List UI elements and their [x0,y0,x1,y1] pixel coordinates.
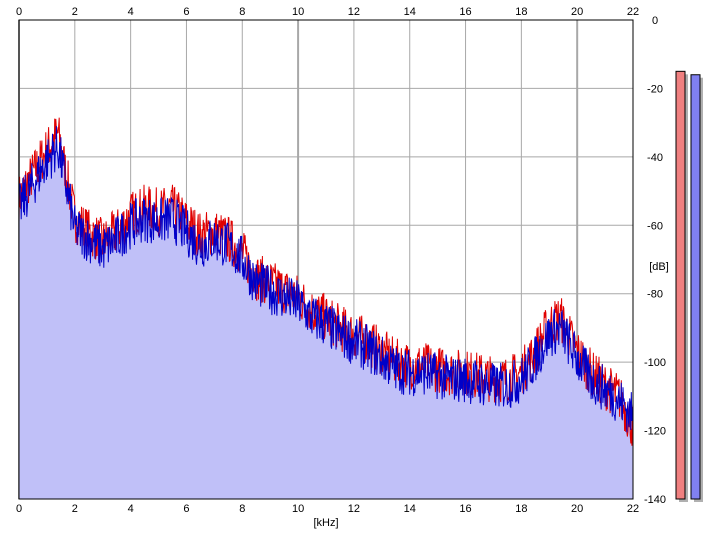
x-tick-top-8: 8 [239,6,245,18]
y-tick--120: -120 [644,426,666,438]
x-ticks-bottom: 0 2 4 6 8 10 12 14 16 18 20 22 [16,503,639,515]
y-tick--40: -40 [647,152,663,164]
x-tick-top-0: 0 [16,6,22,18]
y-tick--20: -20 [647,83,663,95]
x-tick-top-22: 22 [627,6,639,18]
x-tick-bottom-12: 12 [348,503,360,515]
x-tick-top-12: 12 [348,6,360,18]
spectrum-lines [18,117,634,446]
x-tick-bottom-14: 14 [404,503,416,515]
x-tick-bottom-6: 6 [183,503,189,515]
x-tick-top-2: 2 [72,6,78,18]
x-tick-bottom-16: 16 [459,503,471,515]
x-tick-top-18: 18 [515,6,527,18]
x-tick-top-6: 6 [183,6,189,18]
x-tick-top-4: 4 [128,6,134,18]
x-tick-bottom-22: 22 [627,503,639,515]
level-meter-2 [690,74,701,500]
x-tick-bottom-8: 8 [239,503,245,515]
x-tick-bottom-2: 2 [72,503,78,515]
x-tick-top-20: 20 [571,6,583,18]
x-axis-label: [kHz] [313,517,338,529]
x-tick-bottom-4: 4 [128,503,134,515]
x-tick-top-14: 14 [404,6,416,18]
x-tick-bottom-18: 18 [515,503,527,515]
y-ticks: 0 -20 -40 -60 -80 -100 -120 -140 [644,15,666,506]
x-tick-top-16: 16 [459,6,471,18]
y-tick--140: -140 [644,494,666,506]
spectrum-area [19,126,633,499]
plot-frame [18,19,634,500]
y-axis-label: [dB] [649,261,669,273]
x-tick-bottom-10: 10 [292,503,304,515]
level-meters [675,70,703,503]
x-ticks-top: 0 2 4 6 8 10 12 14 16 18 20 22 [16,6,639,18]
x-tick-bottom-0: 0 [16,503,22,515]
x-tick-bottom-20: 20 [571,503,583,515]
y-tick-0: 0 [652,15,658,27]
series-line-2 [18,126,634,433]
y-tick--80: -80 [647,289,663,301]
y-tick--100: -100 [644,357,666,369]
y-tick--60: -60 [647,220,663,232]
x-tick-top-10: 10 [292,6,304,18]
spectrum-fill [19,126,633,499]
level-meter-1 [675,70,686,500]
